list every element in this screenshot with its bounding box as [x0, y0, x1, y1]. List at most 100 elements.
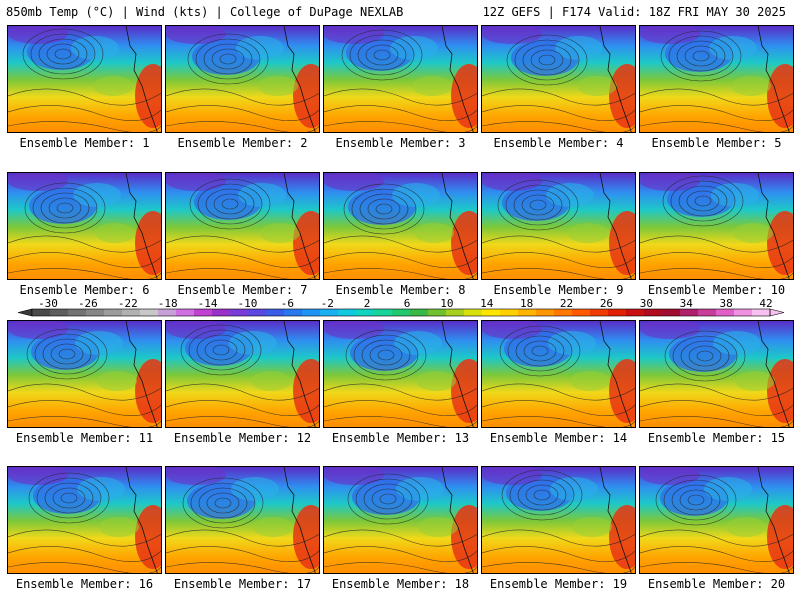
- temperature-map: [7, 172, 162, 280]
- ensemble-member-label: Ensemble Member: 5: [651, 136, 782, 150]
- temperature-map: [165, 172, 320, 280]
- colorbar-swatch: [104, 309, 123, 316]
- temperature-map: [7, 466, 162, 574]
- ensemble-panel: Ensemble Member: 15: [639, 320, 794, 445]
- temperature-map: [323, 320, 478, 428]
- colorbar-swatch: [644, 309, 663, 316]
- run-valid-time: 12Z GEFS | F174 Valid: 18Z FRI MAY 30 20…: [482, 5, 786, 19]
- colorbar-swatch: [338, 309, 357, 316]
- colorbar-swatch: [518, 309, 537, 316]
- ensemble-panel: Ensemble Member: 17: [165, 466, 320, 591]
- colorbar-tick-label: 34: [679, 297, 693, 310]
- colorbar-tick-label: 26: [599, 297, 614, 310]
- colorbar-tick-label: -10: [237, 297, 258, 310]
- colorbar-swatch: [662, 309, 681, 316]
- temperature-map: [165, 466, 320, 574]
- colorbar-swatch: [212, 309, 231, 316]
- colorbar-swatch: [248, 309, 267, 316]
- product-title: 850mb Temp (°C) | Wind (kts) | College o…: [6, 5, 404, 19]
- temperature-colorbar: [17, 308, 785, 317]
- colorbar-tick-label: 10: [440, 297, 454, 310]
- colorbar-swatch: [752, 309, 771, 316]
- colorbar-swatch: [86, 309, 105, 316]
- temperature-map: [481, 25, 636, 133]
- ensemble-panel: Ensemble Member: 8: [323, 172, 478, 297]
- colorbar-swatch: [608, 309, 627, 316]
- temperature-map: [7, 25, 162, 133]
- temperature-map: [639, 466, 794, 574]
- ensemble-panel: Ensemble Member: 1: [7, 25, 162, 150]
- ensemble-member-label: Ensemble Member: 9: [493, 283, 624, 297]
- colorbar-swatch: [68, 309, 87, 316]
- colorbar-swatch: [50, 309, 69, 316]
- colorbar-tick-label: -14: [197, 297, 218, 310]
- ensemble-panel: Ensemble Member: 14: [481, 320, 636, 445]
- colorbar-swatch: [446, 309, 465, 316]
- colorbar-swatch: [680, 309, 699, 316]
- temperature-map: [323, 172, 478, 280]
- ensemble-member-label: Ensemble Member: 19: [489, 577, 628, 591]
- temperature-map: [7, 320, 162, 428]
- ensemble-member-label: Ensemble Member: 10: [647, 283, 786, 297]
- colorbar-tick-label: -2: [320, 297, 334, 310]
- ensemble-panel: Ensemble Member: 5: [639, 25, 794, 150]
- temperature-map: [639, 320, 794, 428]
- colorbar-swatch: [428, 309, 447, 316]
- ensemble-member-label: Ensemble Member: 17: [173, 577, 312, 591]
- colorbar-swatch: [482, 309, 501, 316]
- colorbar-tick-label: -26: [77, 297, 98, 310]
- ensemble-panel: Ensemble Member: 18: [323, 466, 478, 591]
- temperature-map: [481, 466, 636, 574]
- colorbar-swatch: [194, 309, 213, 316]
- ensemble-panel: Ensemble Member: 10: [639, 172, 794, 297]
- ensemble-member-label: Ensemble Member: 4: [493, 136, 624, 150]
- colorbar-swatch: [32, 309, 51, 316]
- colorbar-swatch: [734, 309, 753, 316]
- ensemble-panel: Ensemble Member: 4: [481, 25, 636, 150]
- ensemble-member-label: Ensemble Member: 3: [335, 136, 466, 150]
- colorbar-swatch: [572, 309, 591, 316]
- ensemble-panel: Ensemble Member: 9: [481, 172, 636, 297]
- ensemble-panel: Ensemble Member: 11: [7, 320, 162, 445]
- ensemble-panel: Ensemble Member: 16: [7, 466, 162, 591]
- colorbar-swatch: [140, 309, 159, 316]
- ensemble-member-label: Ensemble Member: 8: [335, 283, 466, 297]
- temperature-map: [165, 25, 320, 133]
- ensemble-panel: Ensemble Member: 3: [323, 25, 478, 150]
- temperature-map: [323, 466, 478, 574]
- temperature-map: [481, 172, 636, 280]
- colorbar-swatch: [698, 309, 717, 316]
- colorbar-tick-label: 2: [363, 297, 371, 310]
- colorbar-tick-label: 22: [559, 297, 574, 310]
- colorbar-swatch: [230, 309, 249, 316]
- temperature-map: [165, 320, 320, 428]
- colorbar-tick-label: -30: [38, 297, 58, 310]
- colorbar-tick-label: 14: [480, 297, 494, 310]
- colorbar-tick-label: -18: [157, 297, 178, 310]
- colorbar-swatch: [284, 309, 303, 316]
- ensemble-member-label: Ensemble Member: 18: [331, 577, 470, 591]
- colorbar-tick-label: 42: [759, 297, 773, 310]
- ensemble-member-label: Ensemble Member: 6: [19, 283, 150, 297]
- colorbar-swatch: [122, 309, 141, 316]
- colorbar-swatch: [716, 309, 735, 316]
- ensemble-member-label: Ensemble Member: 16: [15, 577, 154, 591]
- colorbar-tick-label: 30: [639, 297, 653, 310]
- ensemble-member-label: Ensemble Member: 7: [177, 283, 308, 297]
- temperature-map: [323, 25, 478, 133]
- colorbar-swatch: [554, 309, 573, 316]
- temperature-map: [481, 320, 636, 428]
- colorbar-swatch: [392, 309, 411, 316]
- ensemble-member-label: Ensemble Member: 13: [331, 431, 470, 445]
- ensemble-panel: Ensemble Member: 7: [165, 172, 320, 297]
- ensemble-member-label: Ensemble Member: 12: [173, 431, 312, 445]
- colorbar-swatch: [536, 309, 555, 316]
- ensemble-panel: Ensemble Member: 20: [639, 466, 794, 591]
- colorbar-tick-label: 6: [403, 297, 411, 310]
- colorbar-tick-label: -6: [280, 297, 294, 310]
- colorbar-swatch: [500, 309, 519, 316]
- ensemble-panel: Ensemble Member: 19: [481, 466, 636, 591]
- colorbar-swatch: [320, 309, 339, 316]
- ensemble-member-label: Ensemble Member: 20: [647, 577, 786, 591]
